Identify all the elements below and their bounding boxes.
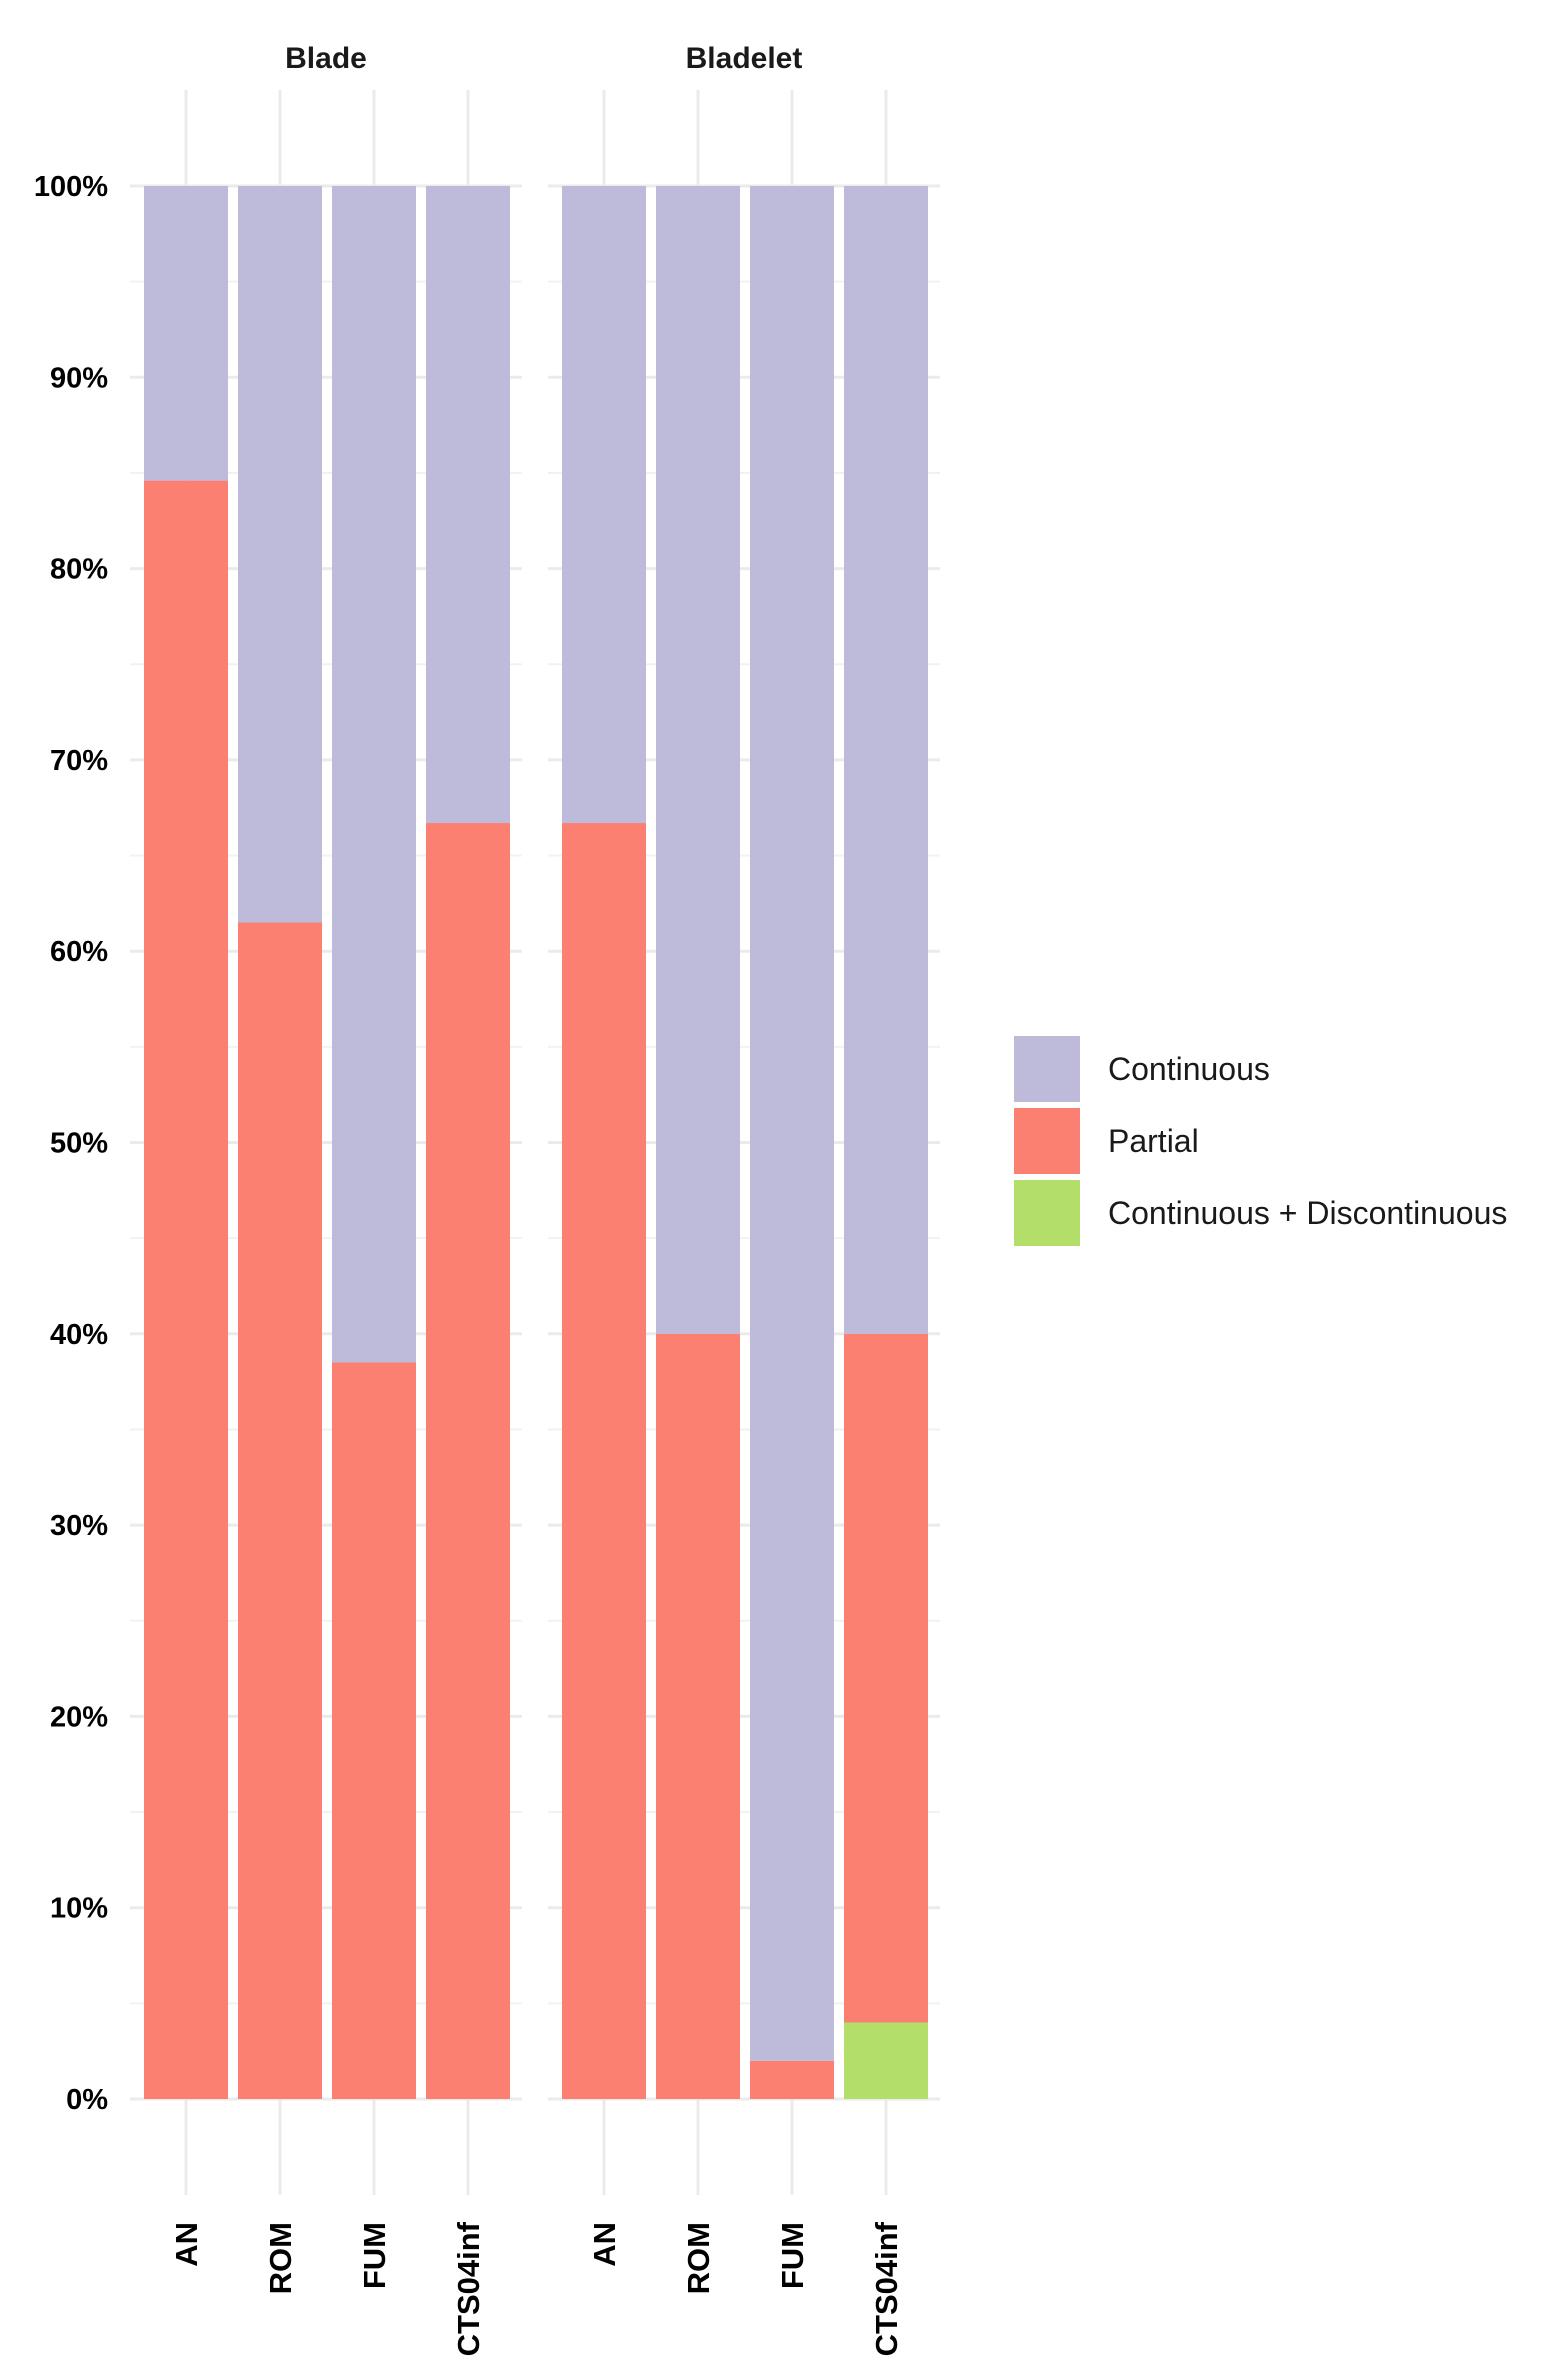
legend-label: Continuous + Discontinuous (1108, 1195, 1507, 1231)
y-tick-label: 20% (50, 1701, 108, 1733)
bar-blade-fum-partial (332, 1362, 416, 2099)
legend-key (1014, 1036, 1080, 1102)
legend-label: Continuous (1108, 1051, 1270, 1087)
bar-blade-rom-partial (238, 922, 322, 2099)
bar-blade-an-continuous (144, 186, 228, 481)
y-tick-label: 30% (50, 1510, 108, 1542)
y-tick-label: 60% (50, 936, 108, 968)
legend-key (1014, 1180, 1080, 1246)
y-tick-label: 40% (50, 1319, 108, 1351)
bar-bladelet-rom-partial (656, 1333, 740, 2099)
x-tick-label: FUM (357, 2222, 392, 2289)
bar-bladelet-cts04inf-continuous-discontinuous (844, 2022, 928, 2099)
y-tick-label: 100% (34, 171, 108, 203)
bar-bladelet-an-continuous (562, 186, 646, 824)
bar-bladelet-cts04inf-partial (844, 1333, 928, 2023)
bar-blade-rom-continuous (238, 186, 322, 923)
y-tick-label: 0% (66, 2084, 108, 2116)
legend: Continuous Partial Continuous + Discontinu… (1014, 1036, 1507, 1246)
x-tick-label: ROM (263, 2222, 298, 2294)
x-axis: AN ROM FUM CTS04inf AN ROM FUM CTS04inf (169, 2221, 904, 2356)
x-tick-label: CTS04inf (869, 2221, 904, 2356)
y-tick-label: 80% (50, 554, 108, 586)
x-tick-label: ROM (681, 2222, 716, 2294)
bars (144, 186, 928, 2099)
legend-label: Partial (1108, 1123, 1199, 1159)
bar-bladelet-rom-continuous (656, 186, 740, 1334)
facet-strip-label: Bladelet (686, 42, 803, 75)
bar-bladelet-cts04inf-continuous (844, 186, 928, 1334)
y-tick-label: 90% (50, 362, 108, 394)
y-tick-label: 50% (50, 1128, 108, 1160)
bar-blade-an-partial (144, 480, 228, 2099)
bar-bladelet-fum-partial (750, 2060, 834, 2099)
facet-strip-labels: Blade Bladelet (285, 42, 802, 75)
bar-blade-cts04inf-continuous (426, 186, 510, 824)
x-tick-label: AN (587, 2222, 622, 2267)
y-tick-label: 70% (50, 745, 108, 777)
legend-key (1014, 1108, 1080, 1174)
bar-blade-fum-continuous (332, 186, 416, 1363)
y-tick-label: 10% (50, 1893, 108, 1925)
y-axis: 0% 10% 20% 30% 40% 50% 60% 70% 80% 90% 100% (34, 171, 108, 2116)
bar-blade-cts04inf-partial (426, 823, 510, 2099)
x-tick-label: AN (169, 2222, 204, 2267)
facet-strip-label: Blade (285, 42, 367, 75)
bar-bladelet-fum-continuous (750, 186, 834, 2061)
bar-bladelet-an-partial (562, 823, 646, 2099)
x-tick-label: CTS04inf (451, 2221, 486, 2356)
x-tick-label: FUM (775, 2222, 810, 2289)
